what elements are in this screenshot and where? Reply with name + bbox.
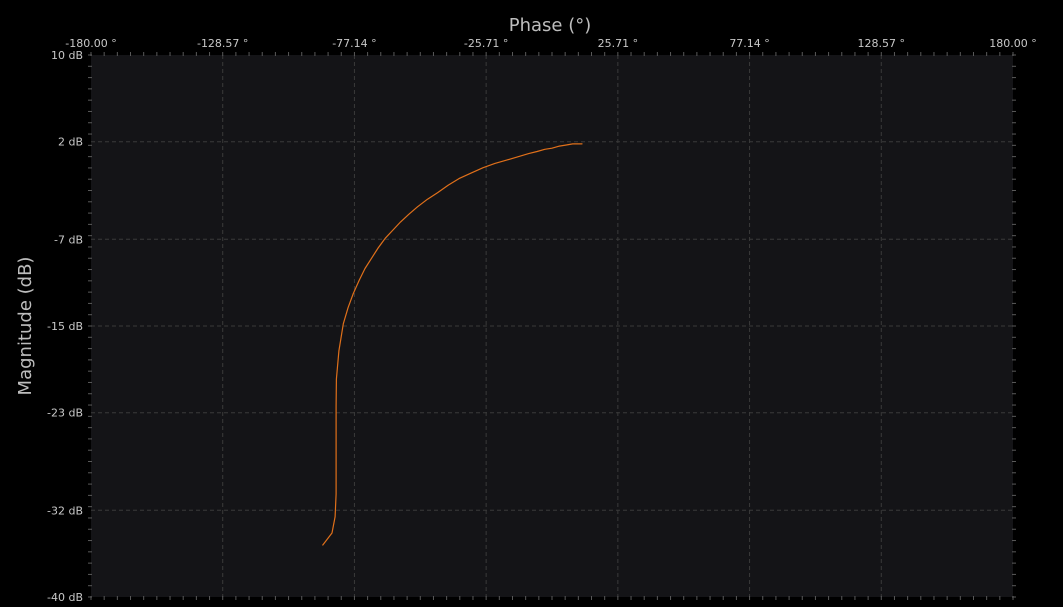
x-tick-label: -25.71 ° bbox=[464, 37, 508, 50]
y-tick-label: -7 dB bbox=[54, 233, 83, 246]
series-layer bbox=[322, 143, 583, 546]
x-tick-label: 180.00 ° bbox=[989, 37, 1037, 50]
x-tick-label: 128.57 ° bbox=[858, 37, 906, 50]
y-tick-label: -32 dB bbox=[47, 504, 83, 517]
plot-area bbox=[91, 55, 1013, 597]
x-tick-label: -128.57 ° bbox=[197, 37, 248, 50]
minor-ticks bbox=[88, 52, 1016, 600]
x-tick-label: 77.14 ° bbox=[729, 37, 770, 50]
y-tick-label: -23 dB bbox=[47, 407, 83, 420]
x-tick-label: 25.71 ° bbox=[598, 37, 639, 50]
y-tick-label: 10 dB bbox=[51, 49, 83, 62]
x-axis-label: Phase (°) bbox=[509, 15, 592, 36]
y-axis-label: Magnitude (dB) bbox=[15, 257, 36, 396]
grid-lines bbox=[91, 55, 1013, 597]
x-tick-labels: -180.00 ° -128.57 ° -77.14 ° -25.71 ° 25.71 … bbox=[65, 37, 1036, 50]
x-tick-label: -77.14 ° bbox=[332, 37, 376, 50]
y-tick-label: 2 dB bbox=[58, 136, 83, 149]
y-tick-labels: 10 dB 2 dB -7 dB -15 dB -23 dB -32 dB -40 dB bbox=[47, 49, 83, 604]
series-line bbox=[322, 143, 583, 546]
y-tick-label: -15 dB bbox=[47, 320, 83, 333]
x-tick-label: -180.00 ° bbox=[65, 37, 116, 50]
y-tick-label: -40 dB bbox=[47, 591, 83, 603]
